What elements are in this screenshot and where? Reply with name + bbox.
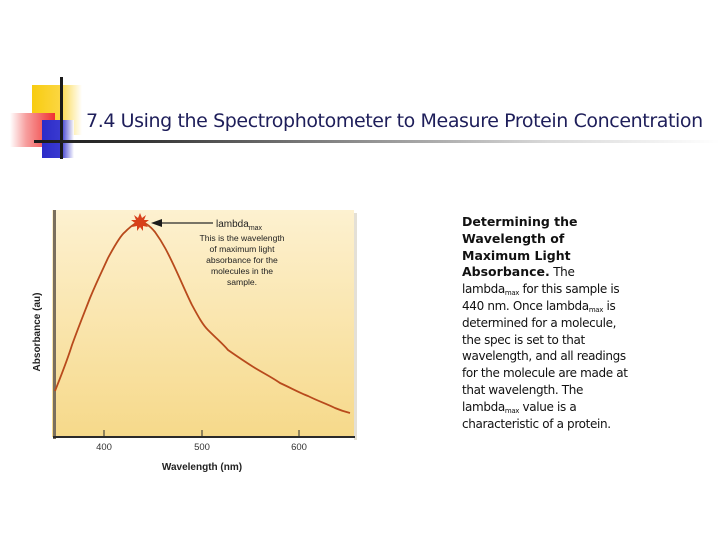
x-tick-labels: 400 500 600: [96, 442, 307, 453]
description-paragraph: Determining the Wavelength of Maximum Li…: [462, 214, 628, 431]
svg-text:absorbance for the: absorbance for the: [206, 255, 278, 265]
spectrum-curve: [54, 221, 351, 414]
svg-text:sample.: sample.: [227, 277, 257, 287]
svg-text:400: 400: [96, 442, 112, 453]
decor-vertical-line: [60, 77, 63, 159]
svg-text:This is the wavelength: This is the wavelength: [199, 233, 284, 243]
y-axis: [53, 210, 56, 439]
absorbance-spectrum-figure: lambdamax This is the wavelength of maxi…: [25, 205, 365, 480]
title-underline: [34, 140, 720, 143]
annotation-description: This is the wavelength of maximum light …: [199, 233, 284, 287]
x-axis: [53, 436, 355, 438]
slide-title: 7.4 Using the Spectrophotometer to Measu…: [86, 110, 703, 132]
description-heading: Determining the Wavelength of Maximum Li…: [462, 214, 578, 280]
decor-blue-square: [42, 120, 74, 158]
svg-text:molecules in the: molecules in the: [211, 266, 273, 276]
svg-text:500: 500: [194, 442, 210, 453]
spectrum-chart: lambdamax This is the wavelength of maxi…: [32, 210, 357, 473]
lambda-max-label: lambdamax: [216, 219, 263, 232]
svg-text:600: 600: [291, 442, 307, 453]
y-axis-label: Absorbance (au): [32, 293, 43, 372]
svg-text:of maximum light: of maximum light: [210, 244, 276, 254]
x-axis-label: Wavelength (nm): [162, 462, 242, 473]
starburst-icon: [131, 213, 149, 231]
